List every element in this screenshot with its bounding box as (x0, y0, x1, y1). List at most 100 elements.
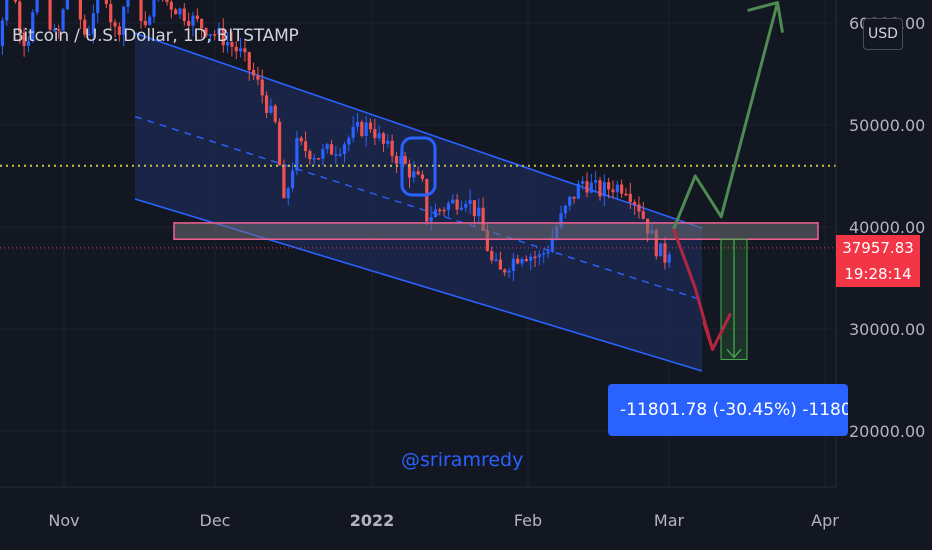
resistance-zone[interactable] (173, 222, 819, 240)
candle-body (316, 158, 321, 160)
candle-body (200, 19, 204, 29)
candle-down (83, 14, 87, 38)
candle-down (533, 250, 537, 268)
candle-body (633, 202, 637, 205)
x-tick-label: Dec (200, 511, 231, 530)
candle-body (347, 137, 351, 145)
candle-body (122, 6, 126, 35)
candle-down (416, 166, 420, 176)
candle-body (520, 259, 524, 264)
candle-down (516, 254, 520, 265)
candle-up (507, 267, 511, 279)
candle-down (139, 0, 143, 29)
candle-body (13, 0, 18, 2)
candle-down (420, 170, 425, 182)
candle-down (200, 18, 204, 39)
candle-body (459, 207, 464, 210)
candle-up (576, 180, 580, 199)
candle-up (563, 204, 567, 219)
candle-body (61, 9, 65, 31)
candle-body (559, 213, 563, 228)
highlight-rectangle[interactable] (400, 136, 437, 197)
candle-body (373, 129, 377, 139)
candle-down (299, 135, 303, 146)
candle-down (187, 12, 191, 31)
candle-body (412, 171, 416, 178)
candle-up (494, 252, 498, 262)
candle-up (412, 160, 416, 183)
candle-down (264, 91, 269, 119)
candle-down (425, 178, 429, 226)
candle-down (182, 3, 186, 26)
candle-down (472, 200, 477, 226)
price-range-measure-label[interactable]: -11801.78 (-30.45%) -118017 (608, 384, 848, 436)
candle-up (295, 131, 299, 176)
candle-up (451, 194, 455, 205)
candle-down (637, 196, 641, 219)
candle-body (178, 8, 182, 15)
candle-up (208, 33, 212, 43)
candle-down (273, 103, 277, 124)
candle-down (247, 51, 251, 81)
candle-up (31, 9, 35, 43)
candle-body (563, 205, 567, 214)
currency-button[interactable]: USD (863, 18, 903, 50)
candle-body (91, 13, 95, 34)
candle-body (247, 52, 251, 70)
candle-body (537, 254, 541, 258)
candle-down (243, 41, 247, 62)
candle-down (394, 151, 399, 174)
candle-up (148, 14, 152, 26)
candle-body (381, 133, 386, 144)
candle-body (277, 121, 282, 166)
candle-up (91, 4, 95, 44)
symbol-title: Bitcoin / U.S. Dollar, 1D, BITSTAMP (12, 26, 299, 46)
y-tick-label: 20000.00 (849, 422, 925, 441)
candle-down (165, 0, 169, 6)
candle-down (360, 119, 364, 138)
candle-up (589, 173, 593, 194)
candle-body (667, 254, 671, 263)
candle-up (217, 22, 221, 40)
candle-down (490, 246, 494, 264)
candle-up (61, 7, 65, 33)
bullish-projection-arrow[interactable] (672, 2, 779, 230)
candle-down (407, 159, 412, 188)
candle-down (628, 182, 632, 210)
candle-up (602, 174, 606, 207)
candle-down (234, 41, 238, 60)
y-tick-label: 40000.00 (849, 218, 925, 237)
candle-body (48, 0, 52, 30)
candle-down (368, 118, 373, 133)
channel-upper-line[interactable] (134, 32, 703, 229)
candle-body (251, 69, 256, 76)
candle-body (451, 199, 455, 204)
candle-body (498, 259, 502, 270)
candle-body (442, 209, 446, 212)
candle-up (5, 0, 9, 27)
candle-body (659, 243, 663, 257)
candle-up (312, 153, 316, 165)
candle-up (464, 200, 468, 213)
candle-down (230, 31, 234, 57)
x-tick-label: Mar (654, 511, 685, 530)
descending-channel[interactable] (134, 32, 703, 372)
candle-down (316, 157, 321, 160)
candle-up (468, 189, 472, 214)
candle-body (394, 156, 399, 164)
candle-down (633, 199, 637, 216)
channel-median-line[interactable] (134, 115, 703, 301)
candle-up (26, 36, 31, 53)
candle-down (641, 201, 645, 220)
candle-body (568, 196, 572, 206)
candle-down (277, 118, 282, 166)
candle-down (503, 268, 507, 277)
candle-body (351, 126, 355, 138)
candle-body (342, 144, 347, 155)
candle-down (13, 0, 18, 4)
drawing-overlays[interactable] (0, 1, 836, 360)
candle-body (585, 181, 589, 193)
candle-down (22, 27, 26, 57)
candle-body (31, 12, 35, 41)
candle-body (507, 270, 511, 273)
